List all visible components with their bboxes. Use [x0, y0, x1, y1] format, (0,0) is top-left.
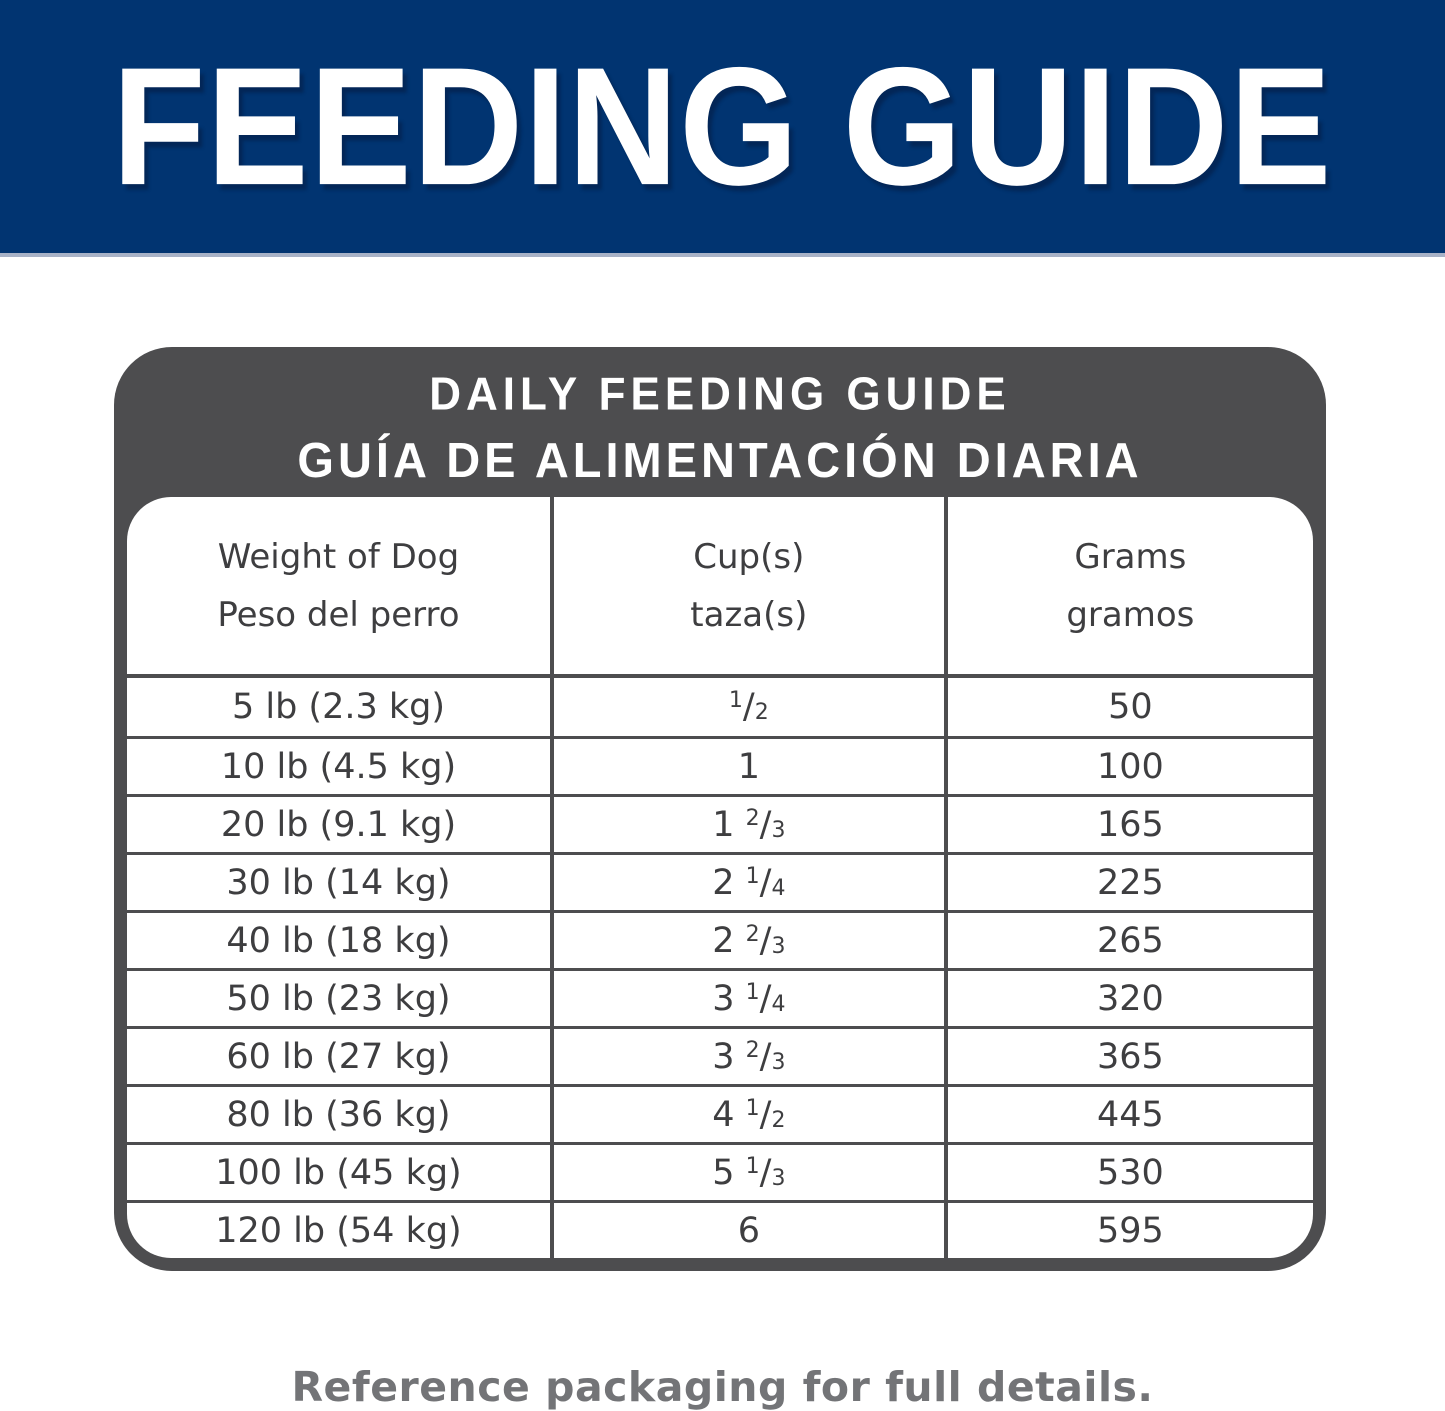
fraction-denominator: 3 — [771, 1049, 786, 1075]
fraction-denominator: 3 — [771, 817, 786, 843]
weight-cell: 30 lb (14 kg) — [127, 855, 554, 910]
banner-title: FEEDING GUIDE — [112, 31, 1333, 221]
cups-value: 1 — [737, 746, 760, 787]
column-header-weight-en: Weight of Dog — [217, 536, 460, 577]
card-title-spanish: GUÍA DE ALIMENTACIÓN DIARIA — [297, 431, 1143, 487]
cups-value: 1/2 — [728, 687, 769, 727]
cups-cell: 1 2/3 — [554, 797, 948, 852]
cups-value: 1 2/3 — [712, 804, 786, 845]
table-row: 120 lb (54 kg) 6 595 — [127, 1200, 1313, 1258]
table-row: 80 lb (36 kg) 4 1/2 445 — [127, 1084, 1313, 1142]
feeding-table: Weight of Dog Peso del perro Cup(s) taza… — [127, 497, 1313, 1258]
fraction-denominator: 4 — [771, 991, 786, 1017]
cups-value: 3 2/3 — [712, 1036, 786, 1077]
column-header-cups: Cup(s) taza(s) — [554, 497, 948, 674]
grams-cell: 100 — [1096, 746, 1164, 787]
weight-cell: 50 lb (23 kg) — [127, 971, 554, 1026]
weight-cell: 20 lb (9.1 kg) — [127, 797, 554, 852]
fraction-denominator: 2 — [754, 700, 769, 725]
grams-cell: 595 — [1096, 1210, 1164, 1251]
feeding-guide-banner: FEEDING GUIDE — [0, 0, 1445, 253]
reference-note: Reference packaging for full details. — [291, 1363, 1154, 1411]
fraction-numerator: 1 — [745, 979, 760, 1005]
cups-cell: 3 2/3 — [554, 1029, 948, 1084]
column-header-grams-es: gramos — [1066, 594, 1195, 635]
cups-cell: 6 — [554, 1203, 948, 1258]
column-header-cups-es: taza(s) — [690, 594, 808, 635]
fraction-denominator: 4 — [771, 875, 786, 901]
fraction-denominator: 3 — [771, 1165, 786, 1191]
grams-cell: 445 — [1096, 1094, 1164, 1135]
column-header-weight-es: Peso del perro — [217, 594, 460, 635]
table-row: 60 lb (27 kg) 3 2/3 365 — [127, 1026, 1313, 1084]
grams-cell: 320 — [1096, 978, 1164, 1019]
fraction-numerator: 1 — [745, 863, 760, 889]
column-header-grams: Grams gramos — [948, 497, 1313, 674]
grams-cell: 530 — [1096, 1152, 1164, 1193]
weight-cell: 60 lb (27 kg) — [127, 1029, 554, 1084]
fraction-numerator: 1 — [745, 1153, 760, 1179]
cups-cell: 4 1/2 — [554, 1087, 948, 1142]
column-header-weight: Weight of Dog Peso del perro — [127, 497, 554, 674]
table-row: 10 lb (4.5 kg) 1 100 — [127, 736, 1313, 794]
weight-cell: 80 lb (36 kg) — [127, 1087, 554, 1142]
cups-value: 4 1/2 — [712, 1094, 786, 1135]
cups-cell: 1 — [554, 739, 948, 794]
cups-cell: 5 1/3 — [554, 1145, 948, 1200]
table-row: 5 lb (2.3 kg) 1/2 50 — [127, 678, 1313, 736]
fraction-numerator: 2 — [745, 805, 760, 831]
fraction-denominator: 2 — [771, 1107, 786, 1133]
cups-cell: 3 1/4 — [554, 971, 948, 1026]
fraction-denominator: 3 — [771, 933, 786, 959]
card-title: DAILY FEEDING GUIDE GUÍA DE ALIMENTACIÓN… — [127, 347, 1313, 497]
card-title-english: DAILY FEEDING GUIDE — [429, 368, 1011, 420]
cups-cell: 2 1/4 — [554, 855, 948, 910]
daily-feeding-guide-card: DAILY FEEDING GUIDE GUÍA DE ALIMENTACIÓN… — [114, 347, 1326, 1271]
grams-cell: 225 — [1096, 862, 1164, 903]
weight-cell: 120 lb (54 kg) — [127, 1203, 554, 1258]
grams-cell: 165 — [1096, 804, 1164, 845]
table-row: 100 lb (45 kg) 5 1/3 530 — [127, 1142, 1313, 1200]
table-row: 20 lb (9.1 kg) 1 2/3 165 — [127, 794, 1313, 852]
cups-value: 3 1/4 — [712, 978, 786, 1019]
cups-value: 2 1/4 — [712, 862, 786, 903]
cups-value: 2 2/3 — [712, 920, 786, 961]
grams-cell: 265 — [1096, 920, 1164, 961]
table-body: 5 lb (2.3 kg) 1/2 50 10 lb (4.5 kg) 1 100 20 l… — [127, 678, 1313, 1258]
cups-cell: 1/2 — [554, 678, 948, 736]
table-row: 50 lb (23 kg) 3 1/4 320 — [127, 968, 1313, 1026]
fraction-numerator: 1 — [745, 1095, 760, 1121]
fraction-numerator: 1 — [728, 688, 743, 713]
cups-value: 5 1/3 — [712, 1152, 786, 1193]
weight-cell: 10 lb (4.5 kg) — [127, 739, 554, 794]
fraction-numerator: 2 — [745, 1037, 760, 1063]
cups-cell: 2 2/3 — [554, 913, 948, 968]
weight-cell: 100 lb (45 kg) — [127, 1145, 554, 1200]
fraction-numerator: 2 — [745, 921, 760, 947]
banner-divider — [0, 253, 1445, 257]
column-header-grams-en: Grams — [1074, 536, 1187, 577]
weight-cell: 5 lb (2.3 kg) — [127, 678, 554, 736]
table-row: 30 lb (14 kg) 2 1/4 225 — [127, 852, 1313, 910]
grams-cell: 365 — [1096, 1036, 1164, 1077]
table-row: 40 lb (18 kg) 2 2/3 265 — [127, 910, 1313, 968]
cups-value: 6 — [737, 1210, 760, 1251]
weight-cell: 40 lb (18 kg) — [127, 913, 554, 968]
column-header-cups-en: Cup(s) — [693, 536, 805, 577]
table-header-row: Weight of Dog Peso del perro Cup(s) taza… — [127, 497, 1313, 678]
grams-cell: 50 — [1108, 687, 1153, 727]
